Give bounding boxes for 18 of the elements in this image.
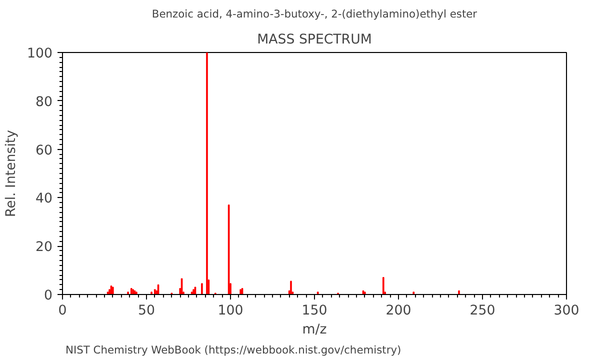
chart-subtitle: MASS SPECTRUM xyxy=(257,32,372,48)
x-tick-label: 200 xyxy=(386,304,412,318)
y-tick-label: 20 xyxy=(36,240,53,256)
x-tick-label: 50 xyxy=(138,304,155,318)
x-tick-label: 250 xyxy=(470,304,496,318)
chart-title: Benzoic acid, 4-amino-3-butoxy-, 2-(diethylamino)ethyl ester xyxy=(152,8,478,20)
text: NIST Chemistry WebBook (https://webbook.nist.gov/chemistry) xyxy=(66,344,402,356)
y-tick-label: 0 xyxy=(44,288,53,304)
y-tick-label: 40 xyxy=(36,192,53,207)
x-tick-label: 150 xyxy=(302,304,328,318)
x-tick-label: 0 xyxy=(58,304,67,318)
x-tick-label: 300 xyxy=(554,304,580,318)
y-tick-label: 80 xyxy=(36,94,53,110)
x-axis-title: m/z xyxy=(302,322,327,338)
y-axis-title: Rel. Intensity xyxy=(4,130,20,218)
y-tick-label: 100 xyxy=(27,46,53,62)
y-tick-label: 60 xyxy=(36,143,53,158)
x-tick-label: 100 xyxy=(218,304,244,318)
